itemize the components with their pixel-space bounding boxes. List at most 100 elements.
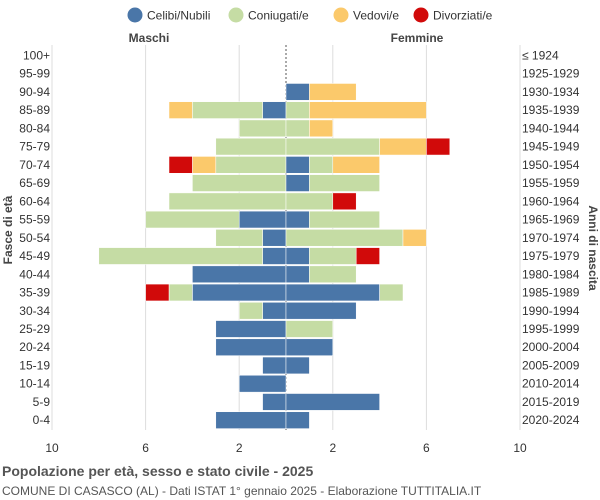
bar-female-coniugati: [285, 119, 310, 138]
bar-female-celibi: [285, 283, 380, 302]
bar-male-celibi: [192, 283, 287, 302]
bar-female-coniugati: [285, 192, 334, 210]
bar-male-coniugati: [192, 174, 287, 192]
birth-year-tick-label: 1955-1959: [522, 176, 580, 190]
bar-female-celibi: [285, 356, 310, 375]
bar-female-celibi: [285, 174, 310, 192]
bar-male-coniugati: [145, 210, 240, 229]
bar-female-celibi: [285, 302, 357, 320]
age-tick-label: 100+: [23, 48, 50, 62]
birth-year-tick-label: 1990-1994: [522, 304, 580, 318]
legend-marker-divorziati: [413, 7, 429, 23]
x-tick-label: 10: [45, 441, 59, 455]
bar-male-celibi: [215, 320, 287, 338]
chart-source: COMUNE DI CASASCO (AL) - Dati ISTAT 1° g…: [2, 484, 482, 498]
age-tick-label: 50-54: [19, 231, 50, 245]
bar-female-coniugati: [309, 174, 380, 192]
x-tick-label: 2: [236, 441, 243, 455]
birth-year-tick-label: 1970-1974: [522, 231, 580, 245]
birth-year-tick-label: 2005-2009: [522, 358, 580, 372]
age-tick-label: 35-39: [19, 286, 50, 300]
x-tick-label: 6: [142, 441, 149, 455]
population-pyramid-chart: Celibi/Nubili Coniugati/e Vedovi/e Divorzia…: [1, 7, 600, 455]
bar-male-celibi: [238, 375, 287, 393]
bar-male-coniugati: [192, 101, 263, 119]
birth-year-tick-label: 1960-1964: [522, 194, 580, 208]
bar-female-vedovi: [332, 156, 380, 174]
birth-year-tick-label: 1995-1999: [522, 322, 580, 336]
y-axis-label-right: Anni di nascita: [586, 205, 600, 291]
bar-male-coniugati: [238, 302, 263, 320]
bar-male-coniugati: [215, 156, 287, 174]
legend-marker-coniugati: [228, 7, 244, 23]
bar-female-celibi: [285, 156, 310, 174]
bar-female-coniugati: [285, 320, 334, 338]
bar-female-celibi: [285, 393, 380, 411]
x-tick-label: 6: [423, 441, 430, 455]
chart-title: Popolazione per età, sesso e stato civil…: [2, 463, 314, 479]
birth-year-tick-label: 1930-1934: [522, 85, 580, 99]
birth-year-tick-label: 1945-1949: [522, 140, 580, 154]
bar-female-coniugati: [309, 210, 380, 229]
bar-male-coniugati: [215, 229, 263, 247]
birth-year-tick-label: 1940-1944: [522, 121, 580, 135]
bar-female-celibi: [285, 411, 310, 429]
birth-year-tick-label: 1965-1969: [522, 213, 580, 227]
age-tick-label: 45-49: [19, 249, 50, 263]
age-tick-label: 60-64: [19, 194, 50, 208]
birth-year-tick-label: 2000-2004: [522, 340, 580, 354]
y-axis-label-left: Fasce di età: [1, 195, 15, 264]
bar-female-celibi: [285, 247, 310, 265]
age-tick-label: 25-29: [19, 322, 50, 336]
age-tick-label: 30-34: [19, 304, 50, 318]
age-tick-label: 70-74: [19, 158, 50, 172]
age-tick-label: 55-59: [19, 213, 50, 227]
bar-male-coniugati: [215, 137, 287, 156]
bar-female-divorziati: [426, 137, 451, 156]
bar-female-divorziati: [332, 192, 357, 210]
age-tick-label: 15-19: [19, 358, 50, 372]
bar-female-coniugati: [309, 156, 334, 174]
bar-male-coniugati: [168, 283, 193, 302]
age-tick-label: 0-4: [33, 413, 51, 427]
age-tick-label: 20-24: [19, 340, 50, 354]
age-tick-label: 85-89: [19, 103, 50, 117]
birth-year-tick-label: 2010-2014: [522, 377, 580, 391]
bar-male-celibi: [262, 229, 287, 247]
bar-female-celibi: [285, 265, 310, 283]
bar-male-coniugati: [238, 119, 287, 138]
birth-year-tick-label: 2020-2024: [522, 413, 580, 427]
birth-year-tick-label: 1985-1989: [522, 286, 580, 300]
bar-male-celibi: [215, 338, 287, 356]
bar-female-celibi: [285, 338, 334, 356]
bar-female-coniugati: [285, 229, 404, 247]
bar-female-coniugati: [285, 101, 310, 119]
age-tick-label: 80-84: [19, 121, 50, 135]
bar-female-coniugati: [309, 265, 357, 283]
bar-female-divorziati: [355, 247, 380, 265]
females-header: Femmine: [391, 31, 444, 45]
legend-label-celibi: Celibi/Nubili: [147, 9, 210, 23]
birth-year-tick-label: 1980-1984: [522, 267, 580, 281]
legend-marker-vedovi: [333, 7, 349, 23]
bar-male-celibi: [262, 393, 287, 411]
bar-female-vedovi: [379, 137, 427, 156]
x-tick-label: 10: [513, 441, 527, 455]
age-tick-label: 10-14: [19, 377, 50, 391]
bar-female-celibi: [285, 83, 310, 101]
age-tick-label: 40-44: [19, 267, 50, 281]
males-header: Maschi: [129, 31, 170, 45]
legend-label-coniugati: Coniugati/e: [248, 9, 309, 23]
age-tick-label: 90-94: [19, 85, 50, 99]
legend-label-divorziati: Divorziati/e: [433, 9, 493, 23]
bar-female-celibi: [285, 210, 310, 229]
bar-male-celibi: [215, 411, 287, 429]
bar-male-divorziati: [145, 283, 170, 302]
birth-year-tick-label: 1935-1939: [522, 103, 580, 117]
bar-female-vedovi: [309, 101, 427, 119]
bar-female-coniugati: [379, 283, 404, 302]
birth-year-tick-label: 1925-1929: [522, 67, 580, 81]
bar-female-vedovi: [309, 83, 357, 101]
x-tick-label: 2: [329, 441, 336, 455]
bar-female-vedovi: [402, 229, 427, 247]
